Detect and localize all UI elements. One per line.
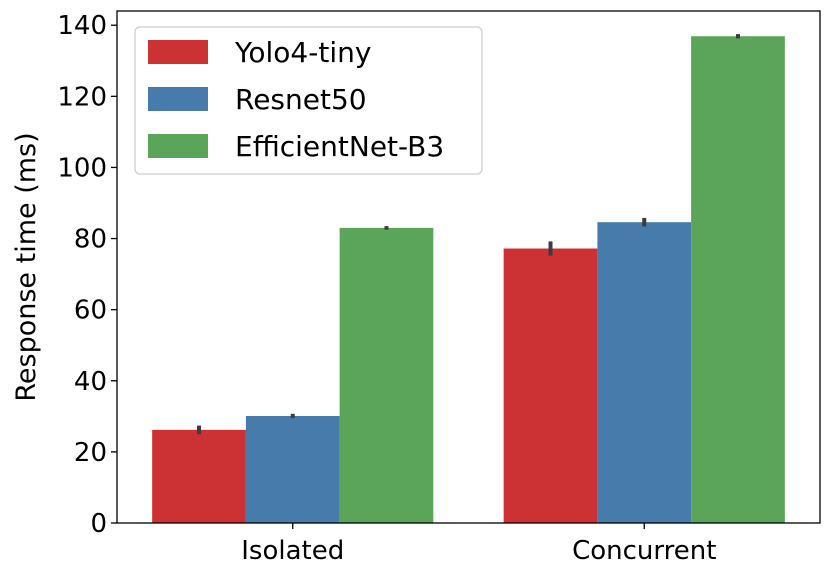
legend-label: EfficientNet-B3 (235, 130, 444, 163)
y-tick-label: 20 (74, 438, 107, 468)
bar-yolo4-tiny-concurrent (503, 248, 598, 523)
y-tick-label: 80 (74, 225, 107, 255)
bar-efficientnet-b3-isolated (339, 227, 434, 523)
legend-label: Resnet50 (235, 83, 367, 116)
y-tick-label: 140 (57, 11, 107, 41)
y-axis-label: Response time (ms) (11, 132, 42, 401)
y-axis: 0 20 40 60 80 100 120 140 (57, 11, 117, 539)
y-tick-label: 60 (74, 296, 107, 326)
y-tick-label: 0 (90, 509, 107, 539)
legend-label: Yolo4-tiny (234, 36, 371, 69)
y-tick-label: 100 (57, 153, 107, 183)
bar-efficientnet-b3-concurrent (691, 36, 785, 523)
bar-resnet50-concurrent (597, 222, 692, 523)
x-tick-label: Concurrent (572, 536, 716, 566)
legend-frame (134, 26, 483, 175)
y-tick-label: 40 (74, 367, 107, 397)
y-tick-label: 120 (57, 82, 107, 112)
bars-layer (152, 36, 785, 523)
legend: Yolo4-tiny Resnet50 EfficientNet-B3 (134, 26, 483, 175)
bar-resnet50-isolated (245, 415, 340, 523)
legend-swatch (148, 87, 208, 111)
x-axis: Isolated Concurrent (241, 523, 716, 566)
x-tick-label: Isolated (241, 536, 344, 566)
bar-yolo4-tiny-isolated (152, 429, 246, 523)
plot-frame (116, 10, 821, 524)
error-bars-layer (197, 34, 740, 435)
legend-swatch (148, 134, 208, 158)
legend-swatch (148, 40, 208, 64)
